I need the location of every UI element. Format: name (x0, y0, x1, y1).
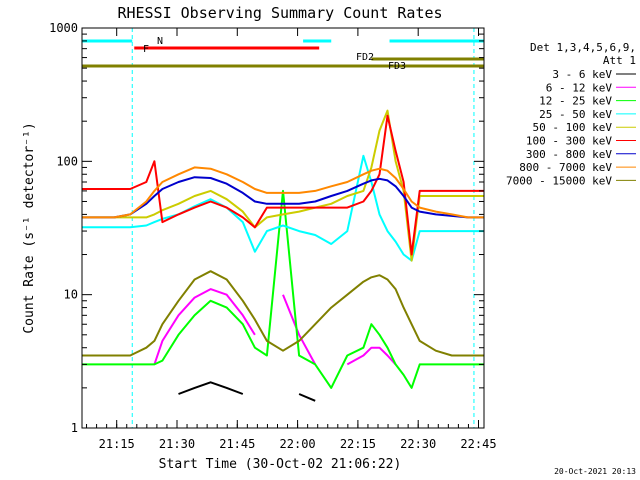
flag-label-fd2: FD2 (356, 52, 374, 63)
x-tick-label: 22:00 (280, 437, 316, 451)
legend-label-5: 50 - 100 keV (533, 121, 613, 134)
flag-label-f: F (143, 44, 149, 55)
y-axis-label: Count Rate (s⁻¹ detector⁻¹) (22, 122, 37, 333)
x-tick-label: 22:15 (340, 437, 376, 451)
series-line-3 (82, 189, 484, 389)
series-line-5 (82, 109, 484, 262)
flag-bars: NF FD2 FD3 (82, 36, 484, 72)
series-line-6 (82, 114, 484, 256)
timestamp: 20-Oct-2021 20:13 (554, 467, 636, 476)
legend-label-6: 100 - 300 keV (526, 135, 612, 148)
series-line-7 (82, 176, 484, 219)
legend-header-line-1: Det 1,3,4,5,6,9, (530, 41, 636, 54)
legend-label-1: 3 - 6 keV (552, 68, 612, 81)
plot-area (131, 28, 475, 428)
y-axis: 1 10 100 1000 (49, 21, 484, 435)
x-axis-label: Start Time (30-Oct-02 21:06:22) (159, 457, 402, 472)
y-tick-label: 10 (64, 288, 78, 302)
x-tick-label: 21:15 (99, 437, 135, 451)
y-tick-label: 1 (71, 421, 78, 435)
series-line-1 (179, 382, 388, 404)
legend-label-9: 7000 - 15000 keV (506, 174, 612, 187)
series-layer (82, 109, 484, 405)
y-tick-label: 100 (56, 154, 78, 168)
legend-label-4: 25 - 50 keV (539, 108, 612, 121)
x-tick-label: 21:30 (159, 437, 195, 451)
x-tick-label: 22:30 (400, 437, 436, 451)
series-line-8 (82, 166, 484, 219)
legend-label-7: 300 - 800 keV (526, 148, 612, 161)
x-axis: 21:15 21:30 21:45 22:00 22:15 22:30 22:45 (86, 28, 497, 451)
x-tick-label: 21:45 (219, 437, 255, 451)
flag-label-fd3: FD3 (388, 61, 406, 72)
legend-label-2: 6 - 12 keV (546, 81, 613, 94)
chart-title: RHESSI Observing Summary Count Rates (117, 4, 442, 22)
legend-header-line-2: Att 1 (603, 54, 636, 67)
plot-frame (81, 27, 485, 429)
legend-label-3: 12 - 25 keV (539, 95, 612, 108)
x-tick-label: 22:45 (460, 437, 496, 451)
y-tick-label: 1000 (49, 21, 78, 35)
legend-label-8: 800 - 7000 keV (519, 161, 612, 174)
series-line-2 (153, 288, 397, 366)
flag-label-n: N (157, 36, 163, 47)
series-line-9 (82, 270, 484, 357)
